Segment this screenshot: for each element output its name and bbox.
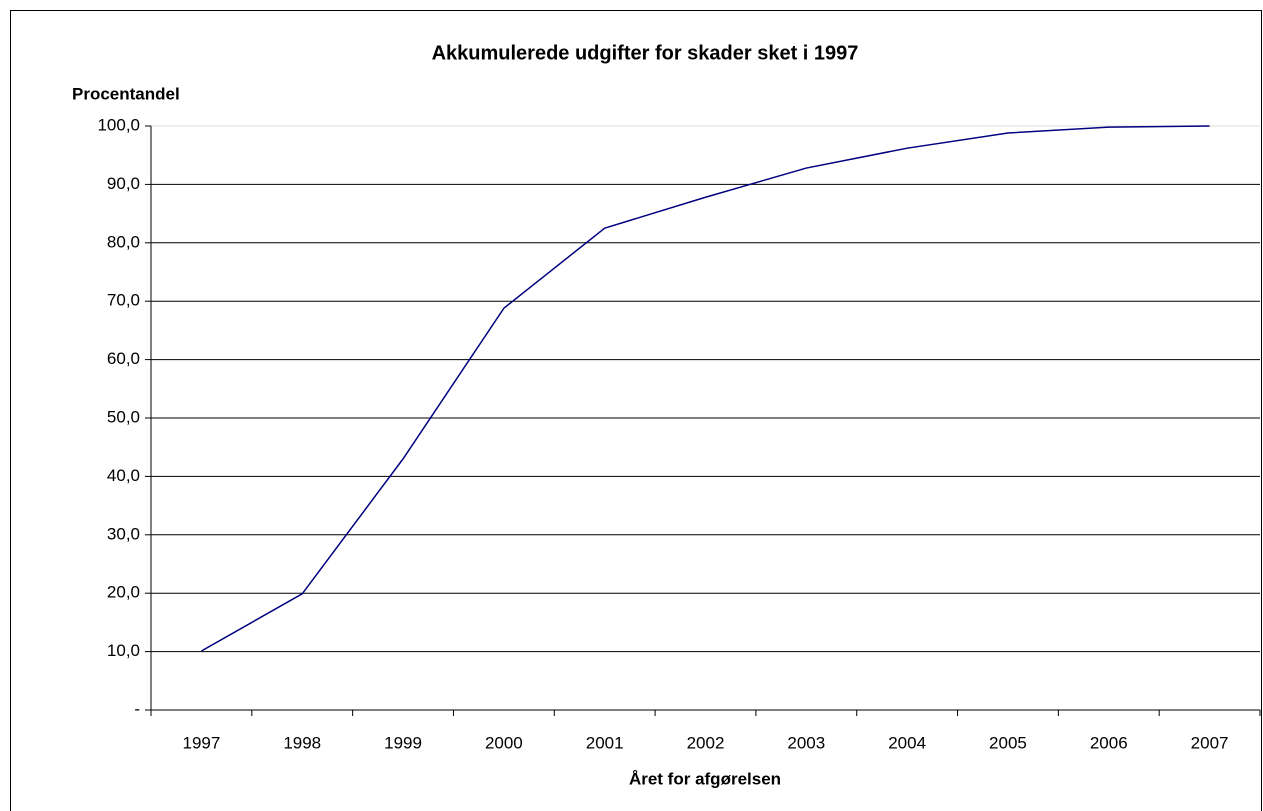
x-tick-label: 2006	[1090, 733, 1128, 752]
y-tick-label: 60,0	[107, 349, 140, 368]
y-tick-label: 80,0	[107, 232, 140, 251]
x-tick-label: 2004	[888, 733, 926, 752]
chart-title: Akkumulerede udgifter for skader sket i …	[432, 42, 859, 64]
y-tick-label: 10,0	[107, 641, 140, 660]
y-tick-label: 50,0	[107, 407, 140, 426]
y-tick-label: 100,0	[97, 115, 140, 134]
x-tick-label: 2005	[989, 733, 1027, 752]
chart-frame	[10, 10, 1262, 811]
y-tick-label: 90,0	[107, 174, 140, 193]
x-tick-label: 2001	[586, 733, 624, 752]
x-tick-label: 2007	[1191, 733, 1229, 752]
y-axis-label: Procentandel	[72, 84, 180, 103]
y-tick-label: 30,0	[107, 524, 140, 543]
x-axis-label: Året for afgørelsen	[629, 769, 781, 788]
x-tick-label: 2002	[687, 733, 725, 752]
x-tick-label: 1998	[283, 733, 321, 752]
data-line	[201, 125, 1210, 652]
y-tick-label: 70,0	[107, 291, 140, 310]
x-tick-label: 1997	[182, 733, 220, 752]
y-tick-label: 20,0	[107, 583, 140, 602]
x-tick-label: 2003	[787, 733, 825, 752]
y-tick-label: 40,0	[107, 466, 140, 485]
y-tick-label: -	[134, 699, 140, 718]
x-tick-label: 1999	[384, 733, 422, 752]
x-tick-label: 2000	[485, 733, 523, 752]
